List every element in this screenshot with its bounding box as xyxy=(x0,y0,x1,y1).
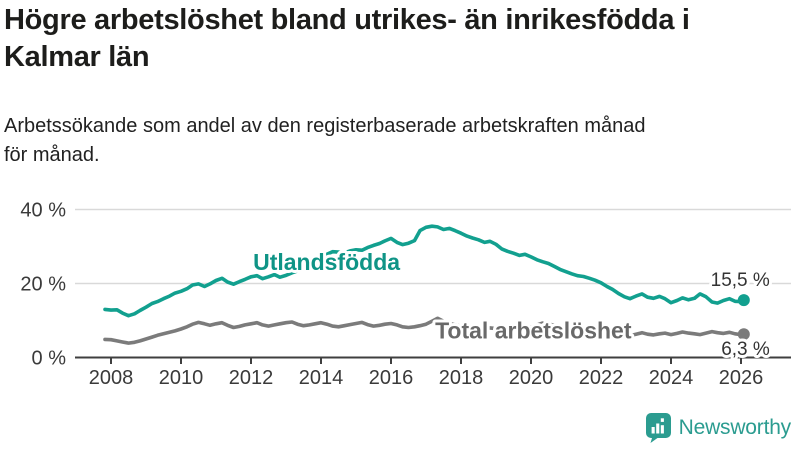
x-axis-label-2026: 2026 xyxy=(719,367,764,389)
x-axis-label-2024: 2024 xyxy=(649,367,694,389)
end-dot-utlandsfodda xyxy=(737,294,750,307)
page-title: Högre arbetslöshet bland utrikes- än inr… xyxy=(4,2,798,76)
end-value-label-total: 6,3 % xyxy=(721,339,770,360)
page-title-line2: Kalmar län xyxy=(4,41,150,73)
x-axis-label-2018: 2018 xyxy=(439,367,484,389)
x-axis-label-2008: 2008 xyxy=(89,367,134,389)
page-title-line1: Högre arbetslöshet bland utrikes- än inr… xyxy=(4,4,690,36)
newsworthy-logo-text: Newsworthy xyxy=(678,415,792,439)
x-axis-label-2010: 2010 xyxy=(159,367,204,389)
x-axis-label-2020: 2020 xyxy=(509,367,554,389)
x-axis-label-2012: 2012 xyxy=(229,367,274,389)
x-axis-label-2014: 2014 xyxy=(299,367,344,389)
bar-short xyxy=(651,427,655,434)
series-line-total xyxy=(103,316,746,345)
end-dot-total xyxy=(737,328,750,341)
chart-subtitle: Arbetssökande som andel av den registerb… xyxy=(4,112,798,170)
bar-medium xyxy=(660,425,664,434)
series-line-utlandsfodda xyxy=(103,224,746,318)
y-axis-label-20: 20 % xyxy=(20,274,66,296)
series-label-utlandsfodda: Utlandsfödda xyxy=(253,249,400,275)
x-axis-label-2022: 2022 xyxy=(579,367,624,389)
y-axis-label-0: 0 % xyxy=(32,348,67,370)
bar-tall xyxy=(655,423,659,434)
series-label-total: Total arbetslöshet xyxy=(435,317,632,343)
chart-subtitle-line1: Arbetssökande som andel av den registerb… xyxy=(4,115,646,137)
chart-subtitle-line2: för månad. xyxy=(4,144,100,166)
newsworthy-logo: Newsworthy xyxy=(644,412,791,443)
x-axis-label-2016: 2016 xyxy=(369,367,414,389)
newsworthy-speech-bubble-bar-chart-icon xyxy=(645,413,671,443)
exclamation-dot xyxy=(660,418,664,422)
y-axis-label-40: 40 % xyxy=(20,200,66,222)
end-value-label-utlandsfodda: 15,5 % xyxy=(711,270,770,291)
